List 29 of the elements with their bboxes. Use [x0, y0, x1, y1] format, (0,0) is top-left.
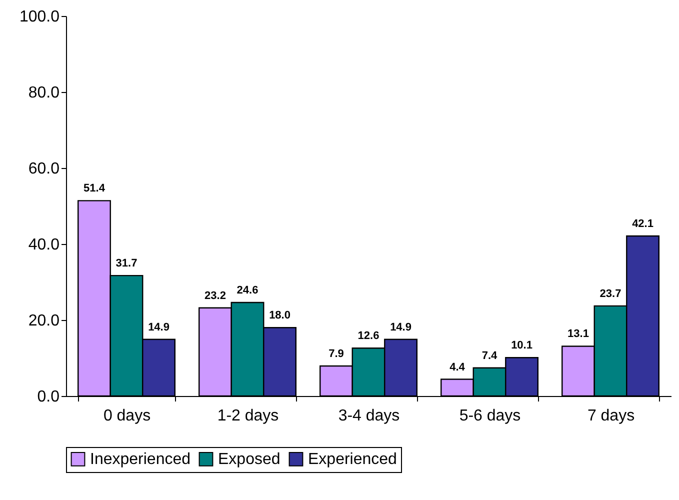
data-label: 7.4 [482, 350, 498, 362]
y-tick-label: 20.0 [28, 312, 60, 330]
data-label: 23.7 [600, 288, 622, 300]
y-tick-label: 80.0 [28, 84, 60, 102]
data-label: 4.4 [450, 361, 466, 374]
data-label: 42.1 [632, 218, 654, 230]
data-label: 51.4 [84, 182, 106, 195]
data-label: 18.0 [269, 310, 290, 322]
data-label: 23.2 [204, 290, 226, 302]
y-tick-label: 60.0 [28, 160, 60, 178]
legend-label: Experienced [308, 451, 397, 468]
data-label: 7.9 [328, 348, 344, 360]
x-tick-label: 3-4 days [338, 408, 400, 424]
data-label: 14.9 [390, 321, 412, 334]
data-label: 14.9 [148, 321, 170, 334]
y-tick-label: 40.0 [28, 236, 60, 254]
x-tick-label: 5-6 days [459, 408, 521, 424]
y-tick-label: 0.0 [37, 388, 60, 406]
x-tick-label: 1-2 days [217, 408, 279, 424]
legend-label: Inexperienced [90, 451, 191, 468]
data-label: 10.1 [511, 340, 532, 352]
x-tick-label: 7 days [587, 408, 635, 424]
data-label: 13.1 [568, 328, 589, 340]
data-label: 12.6 [358, 330, 380, 342]
legend-label: Exposed [218, 451, 280, 468]
y-tick-label: 100.0 [19, 8, 60, 26]
x-tick-label: 0 days [103, 408, 151, 424]
data-label: 31.7 [116, 258, 138, 270]
data-label: 24.6 [236, 284, 258, 297]
